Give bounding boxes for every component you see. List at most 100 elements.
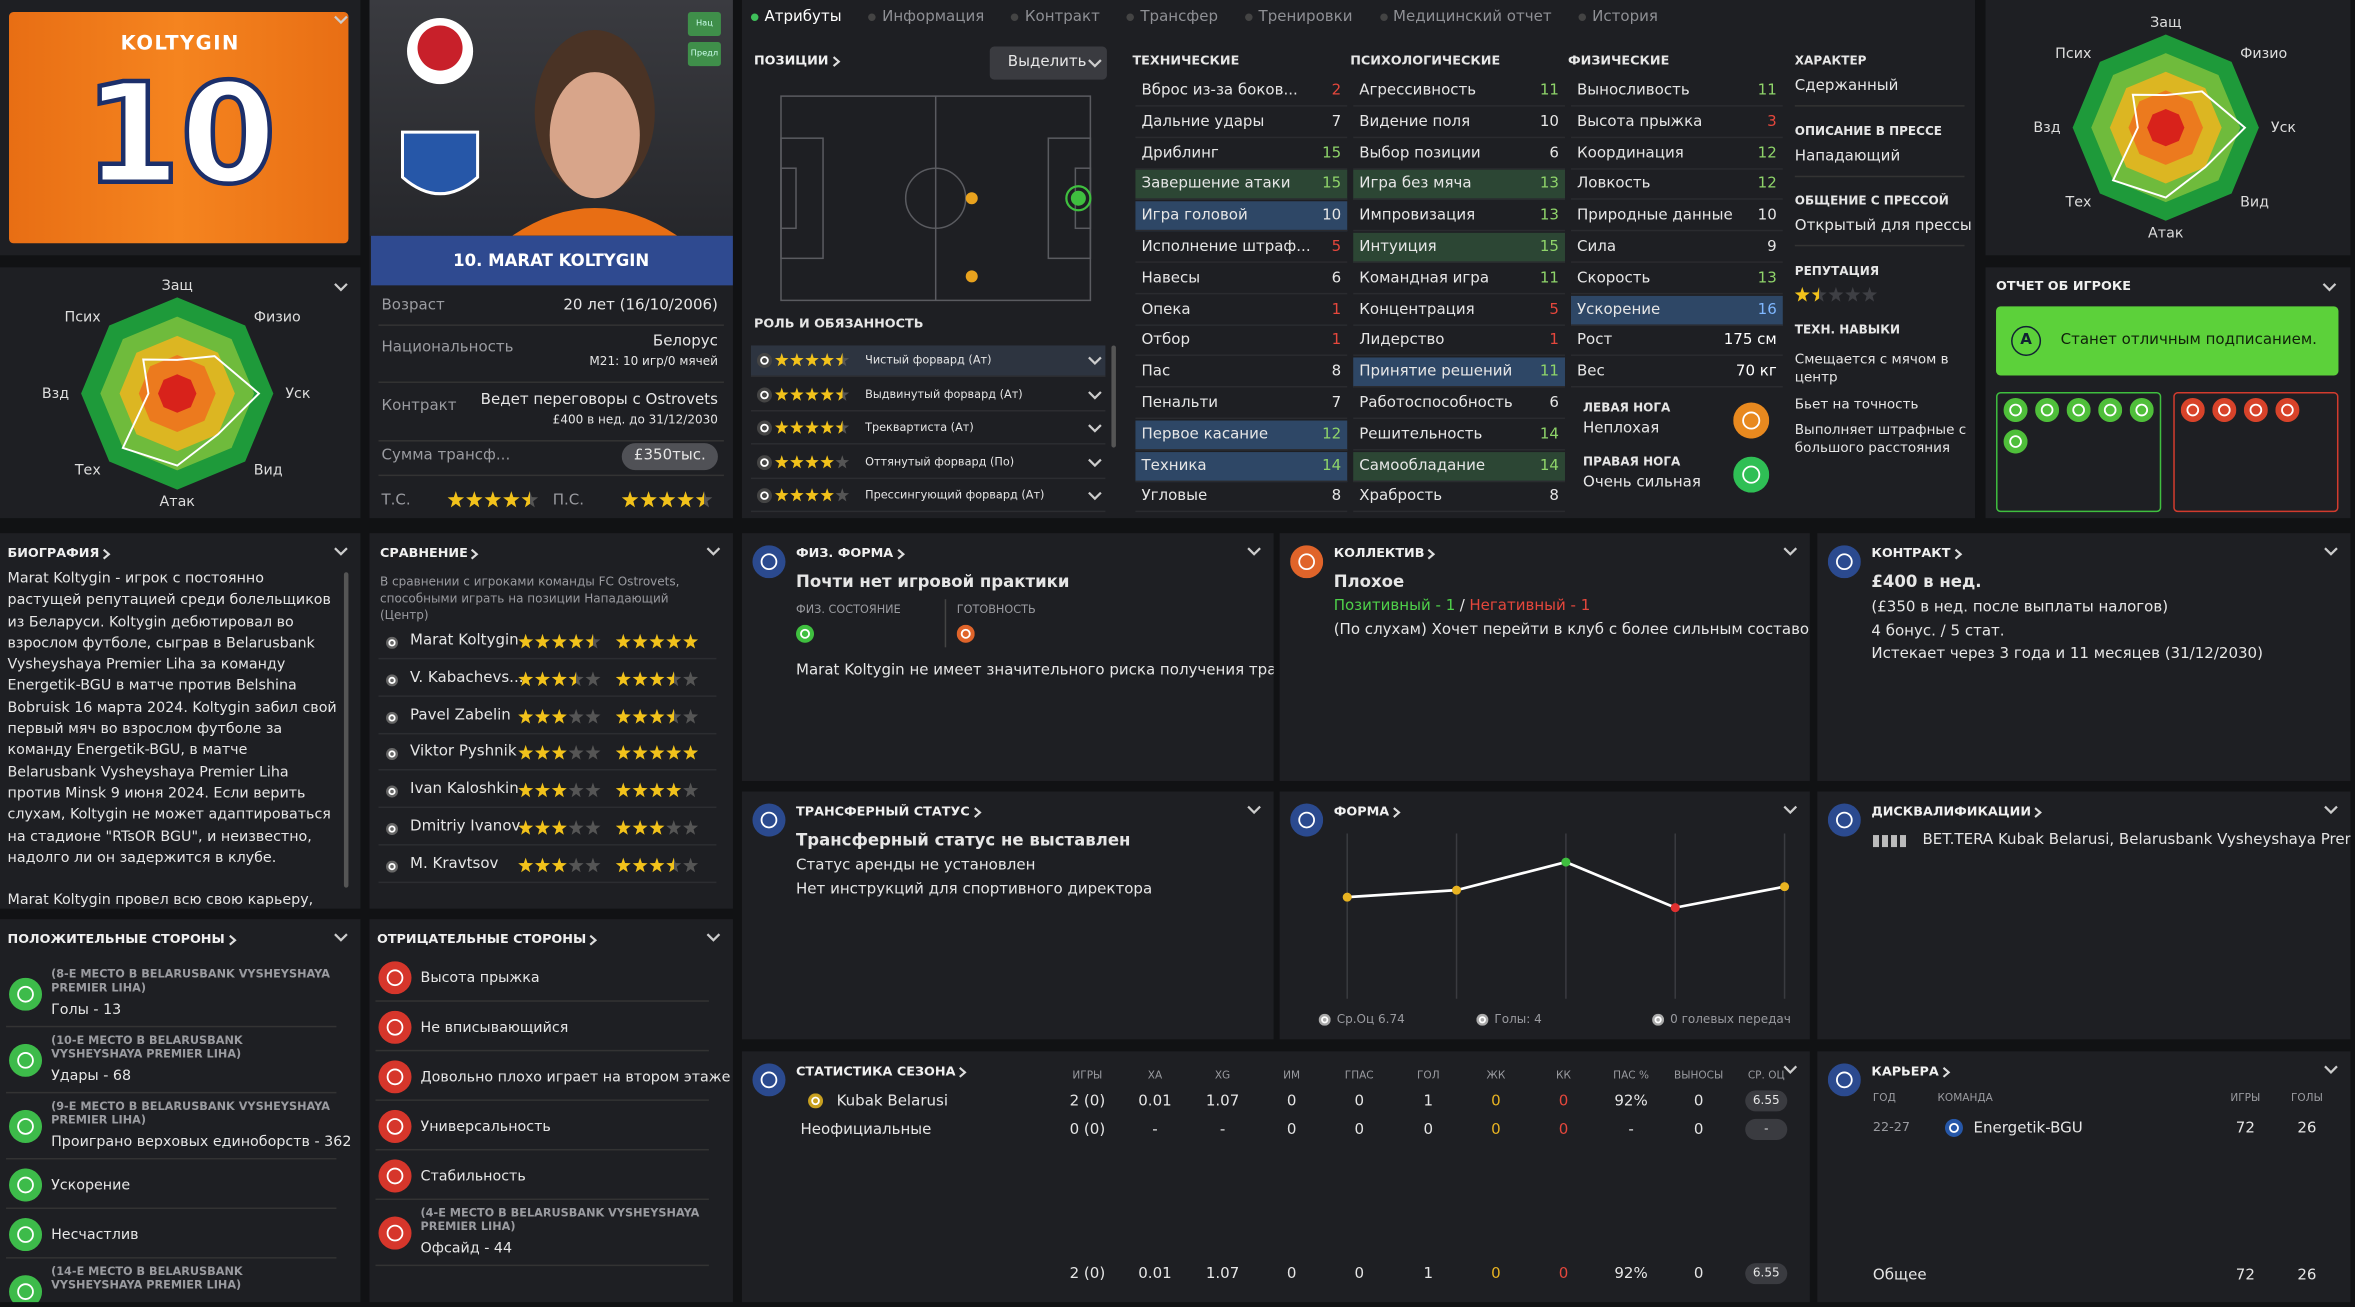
info-label: Национальность <box>381 339 514 356</box>
icon-circle <box>378 960 412 994</box>
star <box>774 488 789 502</box>
icon-inner <box>1478 1016 1486 1024</box>
report-box <box>1996 306 2339 376</box>
ca-label: Т.С. <box>381 492 411 510</box>
tab[interactable]: Информация <box>868 9 984 26</box>
trait-text: Ускорение <box>51 1177 131 1195</box>
highlight-button[interactable]: Выделить <box>989 46 1107 80</box>
icon-inner <box>386 1166 404 1184</box>
trait-icon <box>2003 398 2028 423</box>
star <box>551 745 567 761</box>
role-row[interactable] <box>750 379 1106 411</box>
attr-name: Решительность <box>1359 426 1483 443</box>
star <box>518 708 534 724</box>
attr-value: 1 <box>1549 332 1559 350</box>
boot-icon <box>1733 456 1770 493</box>
icon-inner <box>388 713 396 721</box>
arrow <box>1247 547 1261 556</box>
attr-row <box>1135 264 1348 295</box>
star <box>534 782 550 798</box>
tab[interactable]: История <box>1578 9 1658 26</box>
stat-cell: 1.07 <box>1205 1093 1240 1110</box>
icon-inner <box>388 639 396 647</box>
role-row[interactable] <box>750 413 1106 445</box>
bars-icon <box>1872 835 1909 848</box>
attr-row <box>1135 389 1348 420</box>
tab-dot <box>1245 13 1253 22</box>
role-row[interactable] <box>750 447 1106 479</box>
col-header: ГОД <box>1872 1091 1896 1104</box>
attr-value: 70 кг <box>1735 363 1777 381</box>
section-title: ДИСКВАЛИФИКАЦИИ <box>1871 805 2043 820</box>
star <box>585 671 601 686</box>
arrow <box>706 547 721 556</box>
tab[interactable]: Медицинский отчет <box>1379 9 1552 26</box>
attr-value: 10 <box>1322 207 1342 225</box>
divider <box>378 474 724 477</box>
chevron <box>832 56 840 67</box>
bio-panel: БИОГРАФИЯ Marat Koltygin - игрок с постоя… <box>0 533 361 909</box>
icon-inner <box>760 491 769 500</box>
collapse-arrow <box>334 283 348 292</box>
icon-circle <box>378 1059 412 1093</box>
attr-value: 11 <box>1757 82 1777 100</box>
radar-label: Вид <box>254 462 283 478</box>
star-rating <box>518 671 601 686</box>
icon-inner <box>2218 403 2231 417</box>
section-title: ТРАНСФЕРНЫЙ СТАТУС <box>796 805 982 820</box>
star <box>774 454 789 468</box>
icon-circle <box>2003 429 2028 454</box>
badge: Предл <box>687 42 721 67</box>
chevron-path <box>471 548 480 560</box>
icon-inner <box>2249 403 2263 417</box>
star <box>466 491 483 508</box>
attr-value: 8 <box>1331 363 1342 381</box>
club-icon <box>1944 1118 1963 1137</box>
trait-text: Высота прыжка <box>420 970 540 987</box>
attr-row <box>1570 327 1783 357</box>
stat-cell: 0 <box>1693 1093 1704 1110</box>
attr-group-title: ТЕХНИЧЕСКИЕ <box>1132 54 1240 70</box>
attr-name: Принятие решений <box>1359 363 1513 381</box>
collapse-arrow <box>2324 547 2338 556</box>
tab[interactable]: Контракт <box>1011 9 1100 26</box>
person-icon <box>385 860 399 873</box>
card-icon <box>752 1063 786 1097</box>
arrow <box>2322 283 2337 292</box>
star <box>447 491 465 508</box>
tab[interactable]: Тренировки <box>1245 9 1352 26</box>
ban-text: BET.TERA Kubak Belarusi, Belarusbank Vys… <box>1922 832 2351 849</box>
attr-row <box>1353 295 1565 326</box>
attr-value: 13 <box>1539 207 1559 225</box>
radar-label: Тех <box>74 462 101 478</box>
star <box>790 352 804 367</box>
icon-inner <box>386 968 404 986</box>
attr-row <box>1353 451 1565 482</box>
tab[interactable]: Трансфер <box>1126 9 1218 26</box>
role-row[interactable] <box>750 481 1106 513</box>
divider <box>375 1198 709 1201</box>
icon-circle <box>756 386 772 402</box>
info-label: Сумма трансф... <box>381 447 511 465</box>
attr-value: 7 <box>1331 113 1342 131</box>
star <box>621 491 639 508</box>
icon-inner <box>760 811 778 829</box>
icon-circle <box>2003 398 2028 423</box>
star <box>521 491 539 508</box>
collapse-arrow <box>334 547 348 556</box>
col-header: ЖК <box>1486 1069 1506 1082</box>
star <box>640 491 657 508</box>
report-text: Станет отличным подписанием. <box>2060 331 2317 349</box>
stat-cell: 0 <box>1354 1266 1365 1283</box>
person-icon <box>385 748 399 761</box>
tab[interactable]: Атрибуты <box>750 9 842 26</box>
trait-icon <box>2180 398 2205 423</box>
kit-panel: KOLTYGIN 10 <box>0 0 361 256</box>
attr-name: Пас <box>1141 363 1171 381</box>
attr-name: Угловые <box>1141 488 1208 506</box>
chevron <box>1942 1067 1951 1078</box>
radar: Защ Физио Уск Вид Атак Тех Взд Псих <box>42 278 311 510</box>
star-rating <box>447 491 539 508</box>
foot-label: ЛЕВАЯ НОГА <box>1583 401 1671 415</box>
divider <box>378 695 717 697</box>
